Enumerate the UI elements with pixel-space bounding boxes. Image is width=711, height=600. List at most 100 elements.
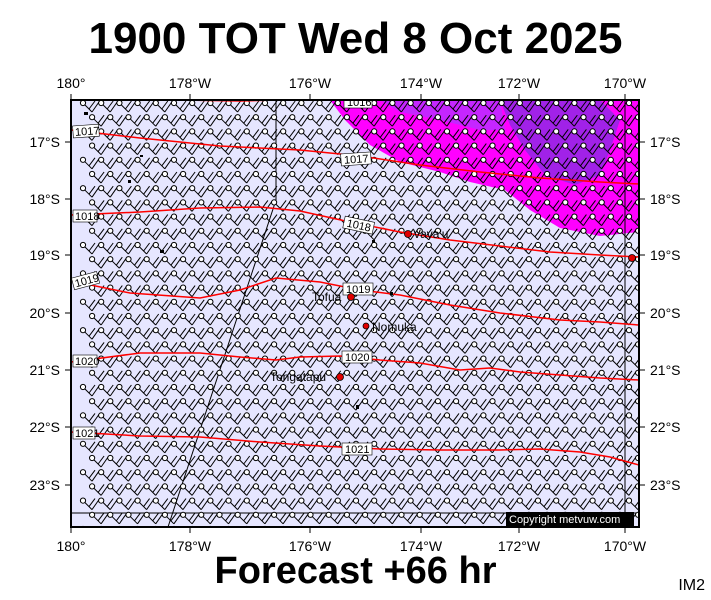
isobar-1021 [71,431,639,466]
wind-barb [170,383,191,397]
wind-barb [434,227,455,241]
wind-barb [580,483,600,496]
wind-barb [143,454,164,468]
wind-barb [80,525,95,527]
wind-barb [325,227,346,241]
wind-barb [343,227,364,241]
wind-barb [571,270,591,283]
wind-barb [645,526,664,538]
wind-barb [571,412,591,425]
wind-barb [252,483,273,496]
wind-barb [444,525,459,527]
wind-barb-grid [79,100,682,538]
wind-barb [489,511,509,525]
wind-barb [489,284,509,297]
wind-barb [316,497,337,510]
wind-barb [298,298,318,312]
wind-barb [261,128,282,141]
wind-barb [170,156,191,170]
wind-barb [189,185,209,198]
wind-barb [125,256,145,269]
wind-barb [98,241,118,255]
wind-barb [516,128,537,141]
wind-barb [398,341,418,354]
island-mark [140,155,143,157]
wind-barb [143,142,164,155]
wind-barb [607,185,628,198]
wind-barb [161,312,182,326]
island-mark [84,112,88,115]
wind-barb [453,426,473,439]
wind-barb [207,100,227,113]
wind-barb [198,227,218,241]
wind-barb [189,128,209,141]
wind-barb [343,483,364,496]
wind-barb [398,454,418,468]
wind-barb [170,469,191,482]
wind-barb [426,525,441,527]
wind-barb [390,525,405,527]
wind-barb [525,284,546,297]
wind-barb [534,213,555,226]
wind-barb [525,256,546,269]
wind-barb [471,483,491,496]
wind-barb [216,199,236,212]
wind-barb [489,227,509,241]
wind-barb [380,312,400,326]
wind-barb [125,341,145,354]
wind-barb [507,284,528,297]
wind-barb [380,511,400,525]
wind-barb [398,483,418,496]
wind-barb [134,412,155,425]
wind-barb [607,469,628,482]
isobar-label: 1020 [341,350,373,364]
wind-barb [134,497,155,510]
wind-barb [407,128,428,141]
wind-barb [645,271,664,283]
wind-barb [216,483,236,496]
wind-barb [471,511,491,525]
wind-barb [663,526,682,538]
wind-barb [325,114,346,127]
wind-barb [307,483,327,496]
wind-barb [107,511,127,525]
wind-barb [170,185,191,198]
wind-barb [626,525,632,527]
wind-barb [571,156,591,170]
wind-barb [307,454,327,468]
wind-barb [607,213,628,226]
wind-barb [498,440,519,454]
wind-barb [161,284,182,297]
wind-barb [553,128,573,141]
wind-barb [289,114,309,127]
wind-barb [525,142,546,155]
wind-barb [616,398,637,411]
wind-barb [362,114,382,127]
wind-barb [89,341,109,354]
wind-barb [480,412,500,425]
wind-barb [316,185,337,198]
wind-barb [589,241,610,255]
wind-barb [343,256,364,269]
island-mark [160,250,164,253]
wind-barb [407,213,428,226]
wind-barb [152,469,173,482]
isobar-1018 [71,206,639,258]
wind-barb [180,114,200,127]
wind-barb [562,142,582,155]
wind-barb [89,227,109,241]
wind-barb [207,156,227,170]
wind-barb [343,454,364,468]
wind-barb [79,241,100,255]
wind-barb [198,256,218,269]
wind-barb [180,483,200,496]
lon-label-top: 178°W [169,75,212,91]
wind-barb [334,270,355,283]
wind-barb [189,497,209,510]
wind-barb [398,256,418,269]
wind-barb [89,454,109,468]
wind-barb [252,256,273,269]
wind-barb [289,170,309,184]
wind-barb [516,469,537,482]
wind-barb [654,399,673,411]
